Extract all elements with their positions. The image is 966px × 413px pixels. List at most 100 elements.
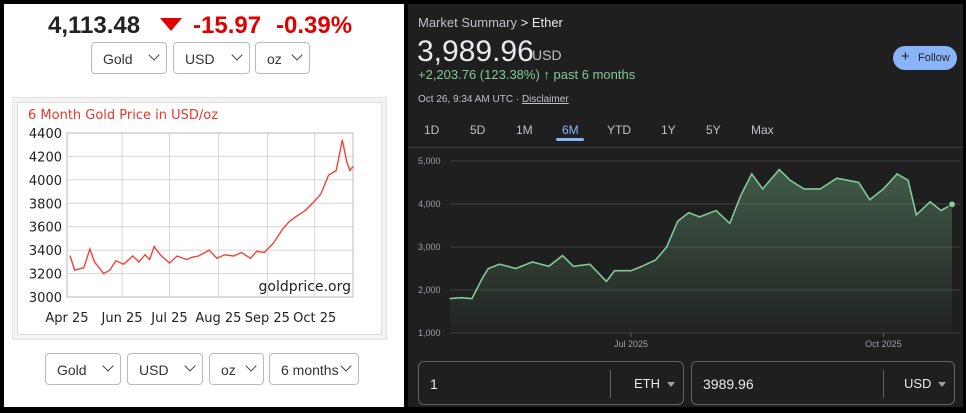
gold-data-point <box>223 254 226 256</box>
ether-data-point <box>677 220 679 222</box>
goldprice-watermark: goldprice.org <box>259 279 351 295</box>
ether-data-point <box>715 209 717 212</box>
plot-border <box>66 132 354 298</box>
y-tick-label: 1,000 <box>418 328 441 338</box>
tab-6m[interactable]: 6M <box>562 123 579 137</box>
from-currency-select[interactable]: ETH <box>634 376 660 391</box>
ether-data-point <box>819 188 821 190</box>
ether-data-point <box>740 194 742 196</box>
gold-widget: 4,113.48 -15.97 -0.39% Gold USD oz 6 Mon… <box>4 4 404 407</box>
ether-data-point <box>589 263 591 265</box>
gold-price-chart: 6 Month Gold Price in USD/oz 3000 3200 3400… <box>28 108 354 326</box>
x-tick-label: Oct 25 <box>293 311 336 326</box>
y-tick-label: 3400 <box>29 244 62 259</box>
tab-max[interactable]: Max <box>751 123 774 137</box>
chevron-down-icon <box>231 49 243 61</box>
to-currency-select[interactable]: USD <box>904 376 932 391</box>
gold-data-point <box>115 260 117 262</box>
period-select-bottom[interactable]: 6 months <box>269 353 359 385</box>
gold-change-percent: -0.39% <box>276 12 353 39</box>
gold-data-point <box>176 255 178 257</box>
usd-amount-input[interactable]: 3989.96 USD <box>691 361 955 405</box>
disclaimer-link[interactable]: Disclaimer <box>521 94 569 105</box>
down-arrow-icon <box>160 18 182 31</box>
ether-data-point <box>460 297 462 299</box>
gold-data-point <box>122 263 125 265</box>
y-tick-label: 4200 <box>29 150 62 165</box>
current-price-dot <box>948 200 956 209</box>
gold-data-point <box>352 166 354 168</box>
gold-data-point <box>233 255 235 257</box>
ether-data-point <box>858 181 860 184</box>
y-tick-label: 5,000 <box>418 156 441 166</box>
chevron-down-icon <box>291 49 303 61</box>
y-tick-label: 3600 <box>29 221 62 236</box>
gold-data-point <box>103 272 105 275</box>
up-arrow-icon: ↑ <box>543 67 550 82</box>
ether-data-point <box>630 270 632 272</box>
ether-data-point <box>729 222 731 224</box>
currency-select-bottom[interactable]: USD <box>127 353 203 385</box>
metal-select-bottom[interactable]: Gold <box>45 353 121 385</box>
gold-data-point <box>69 255 71 257</box>
gold-data-point <box>304 209 307 211</box>
gold-chart-panel: 6 Month Gold Price in USD/oz 3000 3200 3400… <box>17 102 382 335</box>
ether-area-fill <box>450 169 952 333</box>
ether-data-point <box>471 298 473 300</box>
y-tick-label: 4000 <box>29 174 62 189</box>
metal-select-top[interactable]: Gold <box>91 42 167 74</box>
tab-1d[interactable]: 1D <box>424 123 440 137</box>
follow-label: Follow <box>918 52 950 64</box>
ether-price-chart[interactable]: 1,000 2,000 3,000 4,000 5,000 Jul 2025 Oct 202… <box>408 149 963 357</box>
gold-data-point <box>288 221 290 223</box>
gold-data-point <box>83 267 85 269</box>
gold-data-point <box>168 262 171 264</box>
tab-5y[interactable]: 5Y <box>706 123 721 137</box>
gold-price-line <box>69 139 354 275</box>
ether-data-point <box>548 265 550 267</box>
gold-chart-frame: 6 Month Gold Price in USD/oz 3000 3200 3400… <box>12 97 387 340</box>
breadcrumb-root[interactable]: Market Summary <box>418 15 517 30</box>
gold-data-point <box>216 257 218 259</box>
eth-amount-input[interactable]: 1 ETH <box>418 361 684 405</box>
chevron-down-icon <box>340 360 352 372</box>
ether-data-point <box>531 261 533 263</box>
ether-data-point <box>803 188 805 190</box>
y-tick-label: 2,000 <box>418 285 441 295</box>
eth-amount-value: 1 <box>430 376 438 392</box>
gold-price-row: 4,113.48 -15.97 -0.39% <box>4 8 404 42</box>
tab-5d[interactable]: 5D <box>470 123 486 137</box>
ether-data-point <box>655 259 657 261</box>
caret-down-icon <box>938 382 946 387</box>
gold-data-point <box>191 256 194 258</box>
follow-button[interactable]: + Follow <box>893 46 957 70</box>
tab-ytd[interactable]: YTD <box>607 123 631 137</box>
y-tick-label: 3,000 <box>418 242 441 252</box>
chevron-down-icon <box>148 49 160 61</box>
gold-data-point <box>197 255 200 257</box>
tab-1y[interactable]: 1Y <box>661 123 676 137</box>
unit-select-top[interactable]: oz <box>255 42 310 74</box>
tab-1m[interactable]: 1M <box>516 123 533 137</box>
gold-data-point <box>93 261 96 263</box>
gold-price: 4,113.48 <box>48 12 141 39</box>
gold-data-point <box>349 169 351 172</box>
ether-data-point <box>762 188 764 190</box>
gold-data-point <box>153 246 155 248</box>
gold-data-point <box>185 258 187 261</box>
gold-data-point <box>282 228 284 230</box>
ether-widget: Market Summary > Ether 3,989.96 USD +2,2… <box>408 4 963 407</box>
currency-select-top-value: USD <box>185 51 215 67</box>
unit-select-bottom[interactable]: oz <box>209 353 264 385</box>
ether-price-currency: USD <box>532 47 562 63</box>
breadcrumb: Market Summary > Ether <box>418 15 563 30</box>
gold-data-point <box>341 139 343 141</box>
gold-data-point <box>138 261 140 263</box>
unit-select-bottom-value: oz <box>221 362 236 378</box>
ether-data-point <box>449 298 451 300</box>
y-tick-label: 3800 <box>29 197 62 212</box>
ether-data-point <box>482 276 484 278</box>
currency-select-top[interactable]: USD <box>173 42 250 74</box>
breadcrumb-separator: > <box>520 15 529 30</box>
active-tab-indicator <box>556 138 584 141</box>
